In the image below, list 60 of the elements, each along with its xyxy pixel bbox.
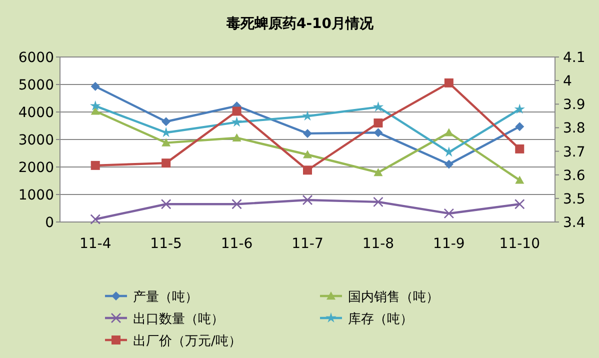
y-tick-label: 1000 [18, 188, 54, 204]
y-tick-label: 3000 [18, 132, 54, 148]
legend-label: 出厂价（万元/吨） [133, 334, 242, 349]
point [444, 146, 454, 157]
point [444, 78, 454, 88]
y-tick-label: 5000 [18, 78, 54, 94]
point [90, 82, 100, 91]
point [232, 106, 242, 116]
x-tick-label: 11-9 [433, 236, 465, 252]
point [160, 198, 172, 210]
point [372, 101, 384, 112]
point [303, 150, 312, 158]
y-tick-label: 4000 [18, 105, 54, 121]
point [515, 122, 524, 132]
point [444, 128, 454, 136]
y2-tick-label: 3.5 [563, 191, 586, 208]
point [373, 196, 384, 208]
point [374, 168, 383, 176]
y-tick-label: 2000 [18, 160, 54, 176]
x-tick-label: 11-7 [292, 236, 324, 252]
point [515, 144, 524, 154]
point [302, 110, 313, 121]
point [162, 158, 171, 168]
point [90, 100, 101, 110]
point [374, 128, 383, 138]
point [232, 198, 242, 210]
y-tick-label: 6000 [18, 50, 54, 66]
x-tick-label: 11-8 [362, 236, 394, 252]
legend-label: 国内销售（吨） [348, 290, 439, 305]
point [514, 104, 525, 114]
point [162, 138, 171, 146]
y2-tick-label: 4.1 [563, 50, 586, 66]
x-tick-label: 11-5 [150, 236, 182, 252]
y2-tick-label: 3.8 [563, 120, 586, 137]
point [90, 214, 101, 224]
y-tick-label: 0 [45, 215, 54, 231]
point [514, 198, 525, 210]
point [231, 116, 242, 127]
legend-label: 库存（吨） [348, 312, 413, 327]
y2-tick-label: 4 [563, 74, 572, 90]
y2-tick-label: 3.4 [563, 215, 586, 231]
x-tick-label: 11-10 [499, 236, 540, 252]
x-tick-label: 11-6 [220, 236, 253, 252]
point [444, 160, 454, 169]
chart-title: 毒死蜱原药4-10月情况 [225, 16, 375, 32]
x-tick-label: 11-4 [79, 236, 112, 252]
point [303, 128, 312, 138]
point [303, 166, 312, 175]
legend-label: 产量（吨） [133, 290, 198, 305]
point [444, 208, 454, 219]
point [162, 117, 171, 126]
y2-tick-label: 3.6 [563, 168, 586, 184]
point [90, 160, 100, 170]
point [515, 176, 524, 184]
legend-label: 出口数量（吨） [133, 312, 224, 327]
y2-tick-label: 3.9 [563, 97, 586, 114]
point [374, 118, 383, 128]
y2-tick-label: 3.7 [563, 144, 586, 160]
point [232, 133, 242, 142]
point [302, 194, 313, 206]
